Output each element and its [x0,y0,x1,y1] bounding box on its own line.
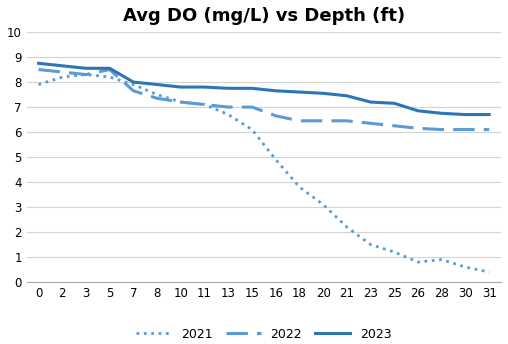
2023 [154,83,160,87]
2021 [439,258,445,262]
2022 [202,103,208,107]
2022 [36,67,42,72]
2022 [368,121,374,125]
2023 [107,66,113,71]
2023 [391,101,397,105]
2023 [131,80,137,84]
2022 [59,70,66,74]
2021 [249,128,255,132]
2023 [83,66,89,71]
2021 [178,100,184,104]
2021 [462,265,468,269]
2021 [154,93,160,97]
2021 [107,75,113,79]
2021 [296,185,302,189]
2021 [391,250,397,254]
2021 [83,73,89,77]
2021 [486,270,492,274]
2022 [178,100,184,104]
2022 [391,124,397,128]
2021 [273,158,279,162]
2022 [296,119,302,123]
2023 [249,86,255,90]
2022 [486,128,492,132]
2022 [415,126,421,130]
Line: 2022: 2022 [39,69,489,130]
2023 [178,85,184,89]
2022 [273,114,279,118]
2023 [368,100,374,104]
2021 [225,112,231,117]
2022 [83,73,89,77]
2023 [59,64,66,68]
2022 [107,67,113,72]
2021 [320,203,326,207]
Title: Avg DO (mg/L) vs Depth (ft): Avg DO (mg/L) vs Depth (ft) [123,7,405,25]
2021 [344,225,350,229]
2021 [368,243,374,247]
2023 [320,91,326,95]
2023 [486,112,492,117]
2023 [344,94,350,98]
2023 [225,86,231,90]
2022 [462,128,468,132]
2021 [415,260,421,264]
2022 [225,105,231,109]
2022 [344,119,350,123]
2023 [415,109,421,113]
2023 [273,89,279,93]
2021 [131,83,137,87]
2022 [154,96,160,100]
Legend: 2021, 2022, 2023: 2021, 2022, 2023 [132,323,396,344]
2023 [202,85,208,89]
2022 [249,105,255,109]
2021 [59,75,66,79]
2021 [202,103,208,107]
2021 [36,83,42,87]
2023 [36,61,42,65]
2023 [462,112,468,117]
2022 [131,89,137,93]
Line: 2023: 2023 [39,63,489,115]
2022 [320,119,326,123]
2023 [439,111,445,115]
2023 [296,90,302,94]
2022 [439,128,445,132]
Line: 2021: 2021 [39,75,489,272]
